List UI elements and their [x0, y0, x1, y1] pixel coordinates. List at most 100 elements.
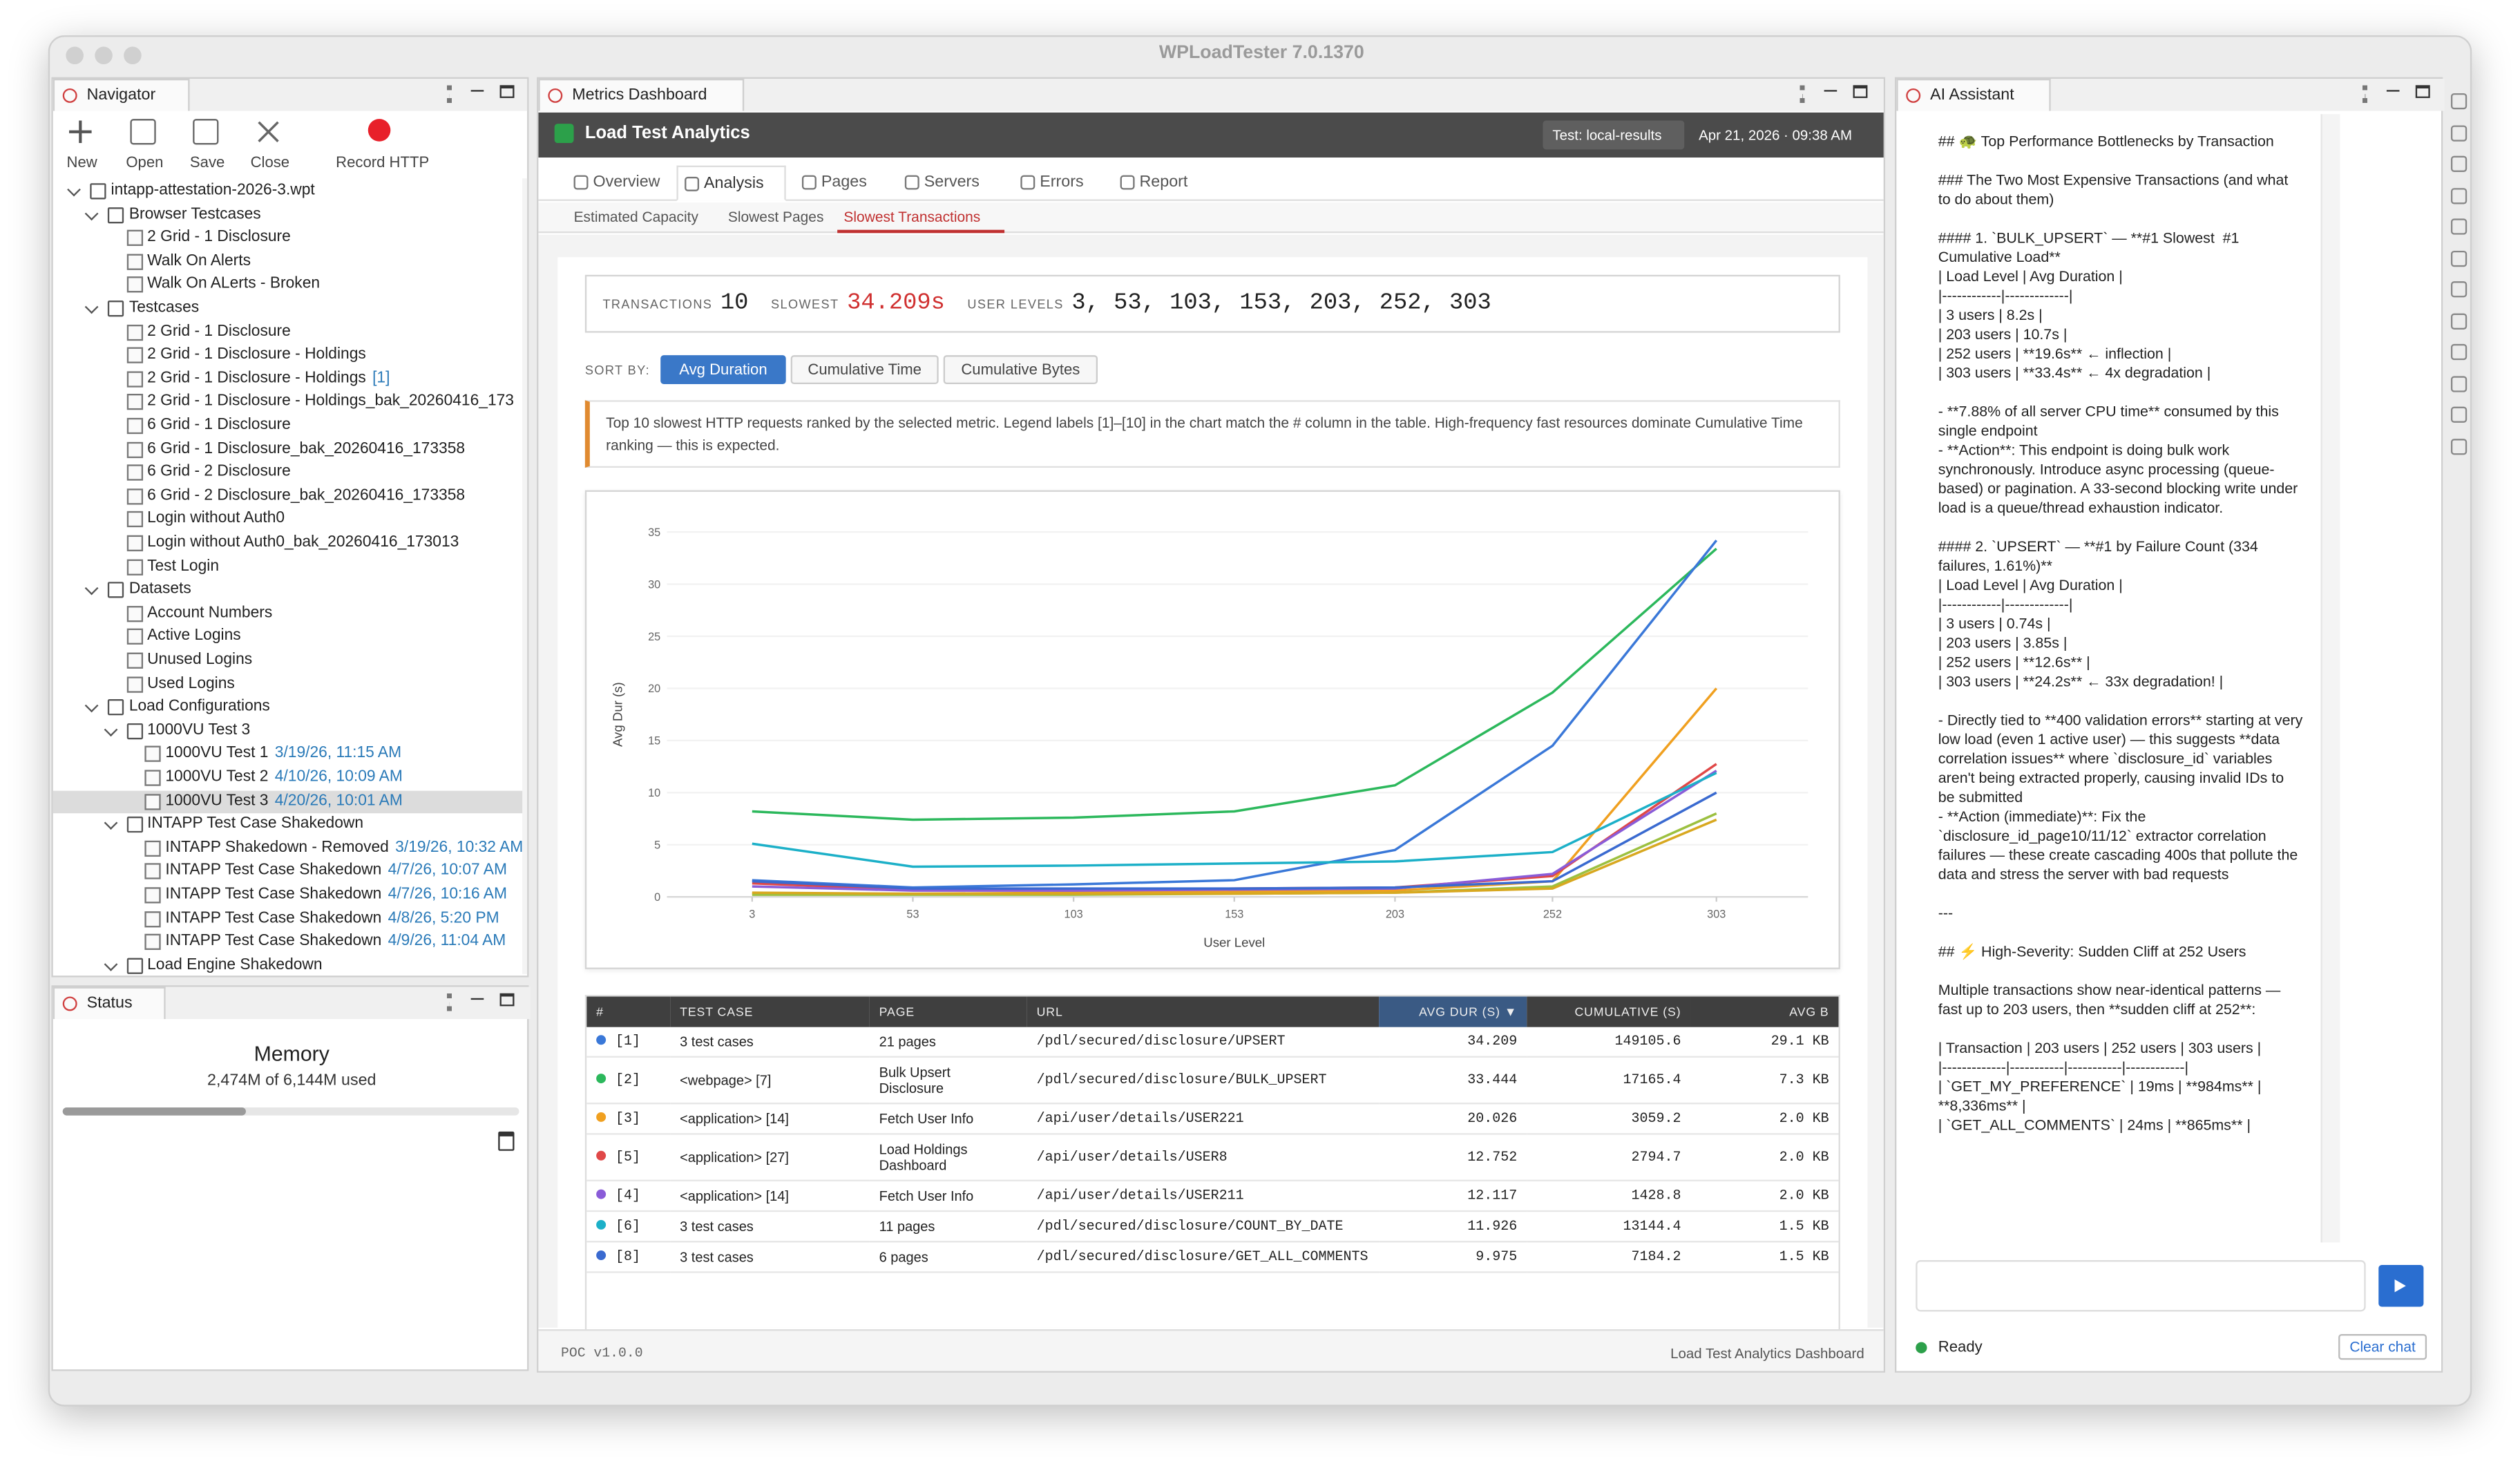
minimize[interactable]	[470, 90, 484, 92]
tab[interactable]: Errors	[1014, 166, 1104, 201]
side-tool[interactable]	[2450, 218, 2468, 235]
tree-row[interactable]: Login without Auth0	[53, 508, 527, 532]
panel-tab[interactable]: Metrics Dashboard	[538, 78, 745, 111]
table-row[interactable]: [2] <webpage> [7] Bulk Upsert Disclosure/p…	[586, 1056, 1839, 1105]
toolbar-button[interactable]: New	[53, 114, 111, 178]
tree-row[interactable]: 6 Grid - 1 Disclosure	[53, 415, 527, 438]
tree-row[interactable]: Browser Testcases	[53, 204, 527, 227]
toolbar-button[interactable]: Close	[241, 114, 299, 178]
tree-row[interactable]: 2 Grid - 1 Disclosure - Holdings	[53, 344, 527, 368]
toolbar-button[interactable]: Record HTTP	[333, 114, 432, 178]
side-tool[interactable]	[2450, 437, 2468, 455]
tree-row[interactable]: 6 Grid - 1 Disclosure_bak_20260416_17335…	[53, 438, 527, 461]
panel-tab[interactable]: AI Assistant	[1896, 78, 2051, 111]
tab[interactable]: Analysis	[676, 165, 786, 201]
tree-row[interactable]: INTAPP Test Case Shakedown 4/9/26, 11:04 …	[53, 931, 527, 954]
panel-menu[interactable]	[1800, 85, 1805, 103]
tree-row[interactable]: Testcases	[53, 297, 527, 321]
tree-row[interactable]: intapp-attestation-2026-3.wpt	[53, 180, 527, 204]
window-button[interactable]	[95, 46, 113, 65]
side-tool[interactable]	[2450, 343, 2468, 361]
side-tool[interactable]	[2450, 124, 2468, 141]
panel-menu[interactable]	[446, 85, 452, 103]
side-tool[interactable]	[2450, 281, 2468, 298]
toolbar-button[interactable]: Open	[116, 114, 174, 178]
tree-row[interactable]: Walk On Alerts	[53, 250, 527, 274]
subtab[interactable]: Slowest Pages	[727, 209, 824, 225]
maximize[interactable]	[1853, 85, 1868, 98]
tree-row[interactable]: 1000VU Test 3 4/20/26, 10:01 AM	[52, 790, 528, 814]
side-tool[interactable]	[2450, 312, 2468, 329]
table-row[interactable]: [6] 3 test cases 11 pages/pdl/secured/disc…	[586, 1211, 1839, 1243]
minimize[interactable]	[2386, 90, 2400, 92]
toolbar-button[interactable]: Save	[178, 114, 236, 178]
tree-row[interactable]: Used Logins	[53, 673, 527, 696]
tree-row[interactable]: INTAPP Test Case Shakedown 4/7/26, 10:07 …	[53, 861, 527, 884]
tree-row[interactable]: 2 Grid - 1 Disclosure - Holdings_bak_202…	[53, 391, 527, 415]
tab[interactable]: Report	[1114, 166, 1210, 201]
maximize[interactable]	[2415, 85, 2430, 98]
tree-row[interactable]: Login without Auth0_bak_20260416_173013	[53, 532, 527, 555]
side-tool[interactable]	[2450, 155, 2468, 172]
tree-row[interactable]: 1000VU Test 2 4/10/26, 10:09 AM	[53, 767, 527, 790]
table-row[interactable]: [5] <application> [27] Load Holdings Dashb…	[586, 1134, 1839, 1181]
column-header[interactable]: PAGE	[869, 996, 1027, 1027]
chat-input[interactable]	[1916, 1259, 2366, 1312]
side-tool[interactable]	[2450, 249, 2468, 267]
tree-row[interactable]: Test Login	[53, 555, 527, 579]
minimize[interactable]	[1824, 90, 1838, 92]
table-row[interactable]: [8] 3 test cases 6 pages/pdl/secured/discl…	[586, 1241, 1839, 1273]
column-header[interactable]: AVG B	[1690, 996, 1839, 1027]
tab[interactable]: Pages	[796, 166, 889, 201]
table-row[interactable]: [4] <application> [14] Fetch User Info/api…	[586, 1180, 1839, 1212]
tree-row[interactable]: INTAPP Test Case Shakedown	[53, 814, 527, 837]
tree-row[interactable]: 6 Grid - 2 Disclosure_bak_20260416_17335…	[53, 485, 527, 508]
side-tool[interactable]	[2450, 375, 2468, 392]
tree-row[interactable]: 2 Grid - 1 Disclosure - Holdings [1]	[53, 368, 527, 391]
tree-row[interactable]: 2 Grid - 1 Disclosure	[53, 227, 527, 250]
tab[interactable]: Overview	[567, 166, 667, 201]
column-header[interactable]: AVG DUR (S) ▼	[1379, 996, 1527, 1027]
gc-button[interactable]	[498, 1131, 515, 1151]
tree-row[interactable]: 2 Grid - 1 Disclosure	[53, 321, 527, 344]
table-row[interactable]: [3] <application> [14] Fetch User Info/api…	[586, 1103, 1839, 1135]
sort-button[interactable]: Avg Duration	[660, 355, 786, 385]
subtab[interactable]: Estimated Capacity	[573, 209, 698, 225]
tree-row[interactable]: Load Engine Shakedown	[53, 954, 527, 975]
tree-row[interactable]: Walk On ALerts - Broken	[53, 274, 527, 297]
sort-button[interactable]: Cumulative Time	[790, 355, 939, 385]
column-header[interactable]: #	[586, 996, 671, 1027]
tree-row[interactable]: Unused Logins	[53, 649, 527, 673]
tab[interactable]: Servers	[899, 166, 1005, 201]
minimize[interactable]	[470, 998, 484, 1000]
tree-row[interactable]: 1000VU Test 3	[53, 720, 527, 743]
subtab[interactable]: Slowest Transactions	[837, 202, 1005, 234]
column-header[interactable]: TEST CASE	[670, 996, 870, 1027]
tree-row[interactable]: INTAPP Test Case Shakedown 4/7/26, 10:16 …	[53, 884, 527, 908]
window-button[interactable]	[66, 46, 84, 65]
tree-row[interactable]: 1000VU Test 1 3/19/26, 11:15 AM	[53, 743, 527, 767]
panel-menu[interactable]	[2362, 85, 2367, 103]
maximize[interactable]	[499, 85, 515, 98]
column-header[interactable]: URL	[1027, 996, 1380, 1027]
window-button[interactable]	[124, 46, 142, 65]
clear-button[interactable]: Clear chat	[2338, 1334, 2427, 1360]
tree-row[interactable]: Datasets	[53, 579, 527, 602]
side-tool[interactable]	[2450, 406, 2468, 423]
tree-row[interactable]: 6 Grid - 2 Disclosure	[53, 461, 527, 485]
table-row[interactable]: [1] 3 test cases 21 pages/pdl/secured/disc…	[586, 1027, 1839, 1058]
panel-menu[interactable]	[446, 993, 452, 1011]
panel-tab[interactable]: Status	[52, 987, 166, 1020]
maximize[interactable]	[499, 993, 515, 1007]
sort-button[interactable]: Cumulative Bytes	[943, 355, 1098, 385]
panel-tab[interactable]: Navigator	[52, 78, 190, 111]
column-header[interactable]: CUMULATIVE (S)	[1527, 996, 1691, 1027]
tree-row[interactable]: Active Logins	[53, 626, 527, 649]
side-tool[interactable]	[2450, 187, 2468, 204]
tree-row[interactable]: Load Configurations	[53, 696, 527, 720]
send-button[interactable]	[2378, 1264, 2424, 1307]
side-tool[interactable]	[2450, 93, 2468, 110]
tree-row[interactable]: Account Numbers	[53, 602, 527, 626]
tree-row[interactable]: INTAPP Shakedown - Removed 3/19/26, 10:32…	[53, 837, 527, 861]
tree-row[interactable]: INTAPP Test Case Shakedown 4/8/26, 5:20 P…	[53, 908, 527, 931]
